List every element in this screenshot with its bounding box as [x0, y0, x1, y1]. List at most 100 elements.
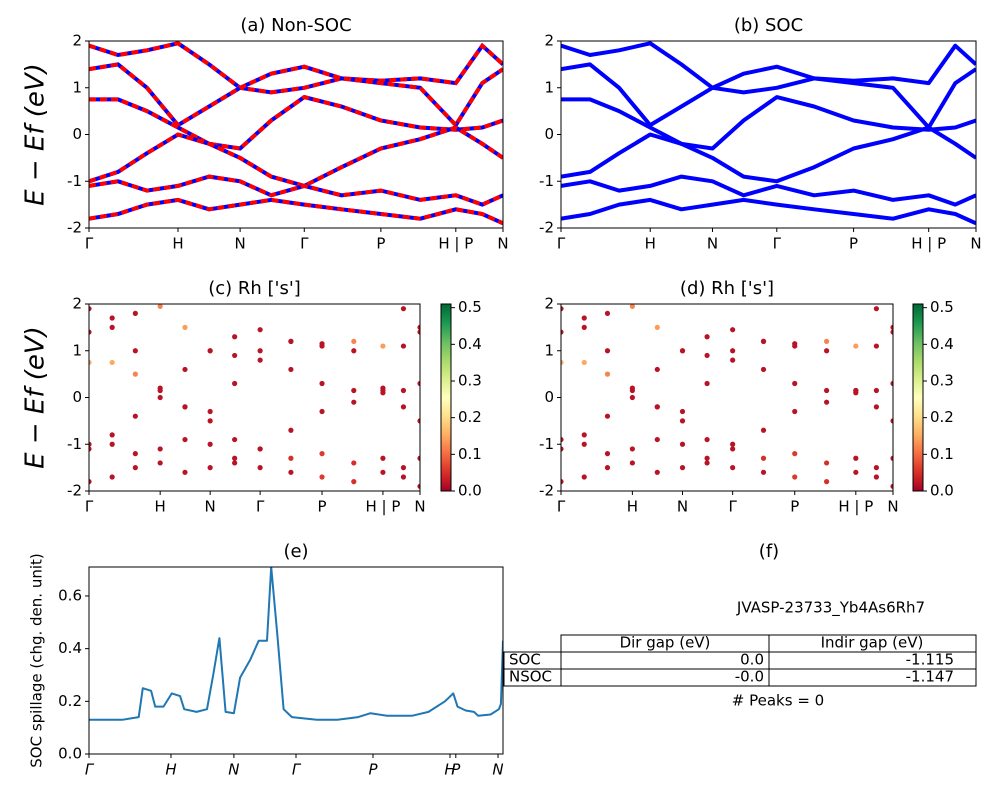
y-tick-label: -1 [539, 435, 554, 453]
column-header: Indir gap (eV) [821, 634, 924, 652]
band-line [89, 197, 503, 226]
band-point [351, 338, 357, 344]
band-point [89, 479, 92, 485]
y-tick-label: -1 [539, 172, 554, 190]
y-tick-label: 0 [544, 125, 554, 143]
band-point [654, 366, 660, 373]
band-point [873, 306, 880, 312]
band-point [157, 387, 163, 394]
band-point [380, 387, 386, 394]
band-point [400, 465, 407, 471]
band-point [824, 348, 830, 354]
y-axis-label: E − Ef (eV) [21, 63, 51, 206]
x-tick-label: N [234, 235, 245, 253]
band-point [288, 366, 294, 373]
band-point [730, 465, 736, 471]
band-point [351, 460, 357, 466]
colorbar-tick-label: 0.3 [458, 372, 482, 390]
y-axis-label: SOC spillage (chg. den. unit) [28, 553, 46, 768]
band-point [730, 441, 736, 447]
band-point [182, 469, 188, 475]
band-point [679, 418, 686, 424]
band-point [351, 479, 357, 485]
cell: -1.147 [906, 668, 954, 686]
band-point [760, 427, 767, 433]
band-point [604, 371, 611, 377]
colorbar-tick-label: 0.2 [458, 408, 482, 426]
y-tick-label: 0 [72, 125, 82, 143]
cell: 0.0 [740, 651, 764, 669]
plot-area [561, 41, 976, 226]
band-point [853, 469, 859, 475]
band-point [824, 399, 830, 405]
y-tick-label: -2 [539, 482, 554, 500]
band-point [654, 324, 660, 330]
axes-frame [88, 566, 504, 755]
band-point [873, 387, 880, 394]
band-point [679, 441, 686, 447]
band-point [629, 304, 635, 309]
band-point [380, 343, 386, 349]
band-point [792, 451, 798, 457]
y-tick-label: -2 [539, 219, 554, 237]
band-point [654, 436, 660, 443]
panel-title: (c) Rh ['s'] [208, 278, 301, 299]
band-point [853, 343, 859, 349]
band-point [319, 451, 325, 457]
band-point [351, 387, 357, 394]
band-point [792, 408, 798, 415]
band-point [109, 324, 115, 330]
y-tick-label: -2 [67, 482, 82, 500]
band-point [288, 338, 294, 344]
band-point [417, 324, 420, 330]
band-point [561, 306, 564, 312]
band-point [232, 460, 238, 466]
band-point [89, 306, 92, 312]
band-point [400, 306, 407, 312]
band-point [581, 474, 587, 480]
x-tick-label: H | P [911, 235, 946, 253]
band-point [704, 352, 710, 359]
band-point [351, 348, 357, 354]
band-point [654, 469, 660, 475]
x-tick-label: H | P [365, 498, 400, 516]
band-line [89, 95, 503, 151]
band-point [109, 359, 115, 366]
band-point [824, 338, 830, 344]
band-point [853, 387, 859, 394]
band-point [417, 418, 420, 424]
band-point [890, 329, 893, 335]
band-point [730, 327, 736, 333]
band-point [89, 446, 92, 452]
band-point [132, 371, 138, 377]
band-point [561, 359, 564, 366]
x-tick-label: H | P [838, 498, 873, 516]
panel-title: (f) [759, 541, 779, 562]
band-point [109, 432, 115, 438]
panel-title: (b) SOC [734, 15, 803, 36]
panel-title: (e) [283, 541, 308, 562]
colorbar-tick-label: 0.1 [458, 445, 482, 463]
band-point [629, 460, 635, 466]
band-point [257, 327, 263, 333]
band-point [792, 380, 798, 387]
y-axis-label: E − Ef (eV) [21, 326, 51, 469]
band-point [132, 310, 138, 316]
x-tick-label: N [677, 498, 688, 516]
band-point [853, 455, 859, 461]
y-tick-label: 1 [72, 78, 82, 96]
x-tick-label: Γ [85, 761, 95, 779]
spillage-line [89, 567, 503, 721]
band-line [89, 41, 503, 95]
y-tick-label: -1 [67, 172, 82, 190]
band-point [760, 469, 767, 475]
y-tick-label: 0 [544, 388, 554, 406]
band-point [319, 380, 325, 387]
band-point [561, 329, 564, 335]
band-line [89, 125, 503, 188]
band-point [581, 432, 587, 438]
x-tick-label: Γ [557, 498, 566, 516]
x-tick-label: N [707, 235, 718, 253]
axes-frame [560, 303, 894, 492]
x-tick-label: H [155, 498, 166, 516]
